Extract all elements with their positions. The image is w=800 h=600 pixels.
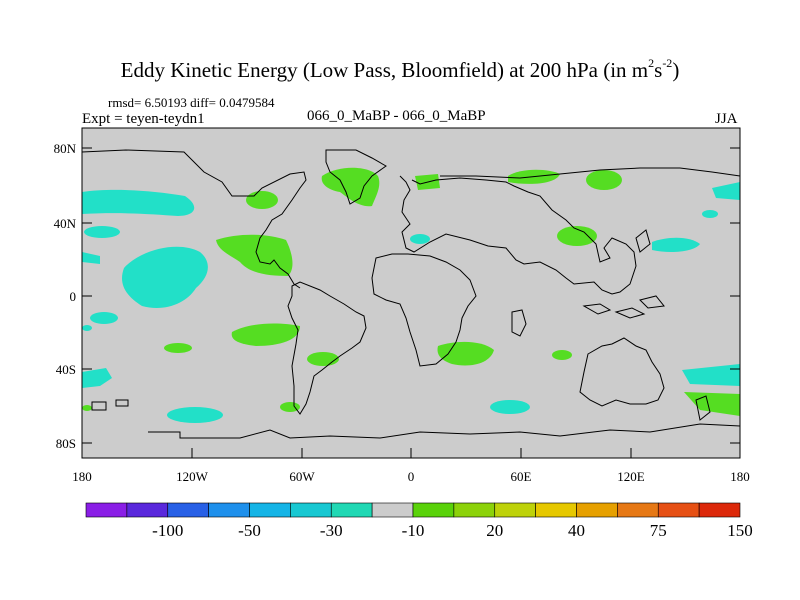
x-tick-label: 120W [176, 469, 209, 484]
y-tick-label: 80N [54, 141, 77, 156]
colorbar-label: -100 [152, 521, 183, 540]
colorbar-labels: -100 -50 -30 -10 20 40 75 150 [152, 521, 753, 540]
x-tick-label: 180 [730, 469, 750, 484]
x-axis-ticks [81, 448, 741, 458]
colorbar-box [126, 502, 169, 518]
rmsd-diff-stats: rmsd= 6.50193 diff= 0.0479584 [108, 95, 275, 110]
colorbar-box [208, 502, 250, 518]
colorbar-label: 150 [727, 521, 753, 540]
colorbar-box [290, 502, 332, 518]
x-tick-label: 60W [289, 469, 315, 484]
colorbar-box [249, 502, 291, 518]
colorbar-box [371, 502, 414, 518]
colorbar-box [85, 502, 128, 518]
x-tick-label: 120E [617, 469, 645, 484]
x-tick-label: 60E [511, 469, 532, 484]
x-tick-label: 0 [408, 469, 415, 484]
colorbar-box [494, 502, 536, 518]
chart-title: Eddy Kinetic Energy (Low Pass, Bloomfiel… [120, 56, 680, 82]
colorbar [85, 502, 741, 518]
y-tick-label: 40N [54, 216, 77, 231]
y-tick-label: 0 [70, 289, 77, 304]
y-tick-label: 40S [56, 362, 76, 377]
colorbar-label: -50 [238, 521, 261, 540]
negative-anomaly-patches [82, 182, 740, 423]
experiment-label: Expt = teyen-teydn1 [82, 111, 205, 127]
colorbar-label: 75 [650, 521, 667, 540]
colorbar-box [617, 502, 659, 518]
season-label: JJA [715, 111, 738, 127]
coastlines [81, 149, 741, 439]
y-axis-ticks [82, 147, 740, 444]
colorbar-box [535, 502, 577, 518]
colorbar-box [576, 502, 618, 518]
x-tick-label: 180 [72, 469, 92, 484]
case-label: 066_0_MaBP - 066_0_MaBP [307, 108, 486, 124]
colorbar-box [453, 502, 496, 518]
colorbar-box [412, 502, 455, 518]
colorbar-box [167, 502, 209, 518]
colorbar-box [657, 502, 700, 518]
y-tick-label: 80S [56, 436, 76, 451]
positive-anomaly-patches [82, 167, 740, 416]
colorbar-label: 40 [568, 521, 585, 540]
colorbar-label: -10 [402, 521, 425, 540]
colorbar-box [330, 502, 373, 518]
colorbar-label: -30 [320, 521, 343, 540]
colorbar-box [698, 502, 741, 518]
colorbar-label: 20 [486, 521, 503, 540]
